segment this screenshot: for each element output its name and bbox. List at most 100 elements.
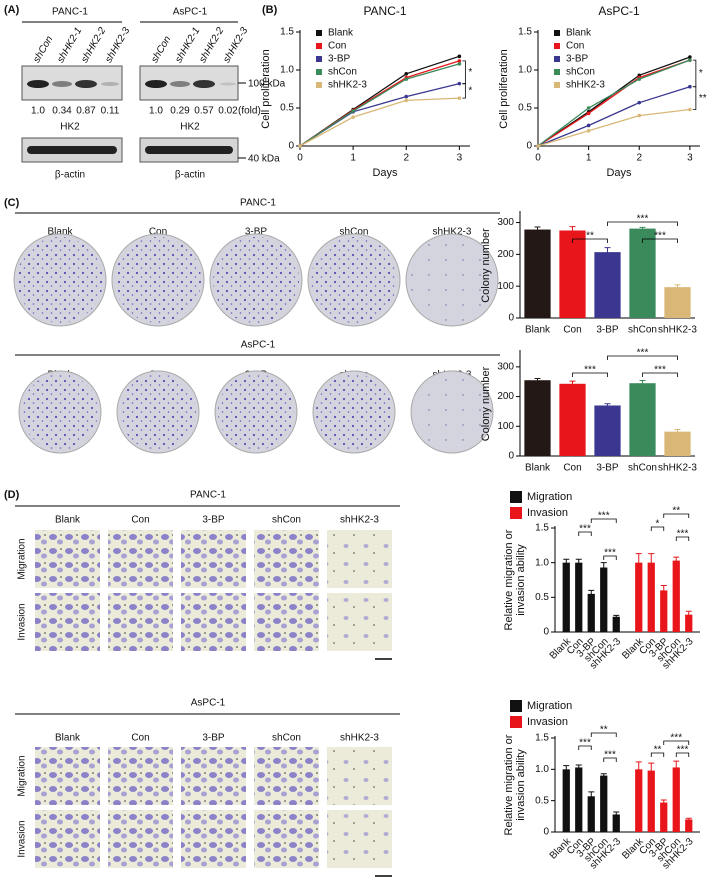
cells: [108, 810, 173, 868]
point: [457, 62, 462, 66]
error-bar: [673, 556, 680, 565]
y-tick-label: 1.0: [535, 764, 549, 775]
significance-bracket: [663, 513, 690, 518]
series-line: [537, 86, 691, 147]
bar: [660, 802, 668, 832]
point: [586, 123, 591, 128]
bar: [635, 769, 643, 832]
point: [457, 81, 462, 86]
series-line: [537, 59, 691, 147]
y-tick-label: 1.5: [280, 27, 294, 38]
x-tick-label: 0: [535, 153, 541, 164]
error-bar: [685, 817, 692, 821]
x-tick-label: 2: [403, 153, 409, 164]
y-tick-label: 0: [508, 313, 514, 324]
point: [457, 96, 462, 100]
control-label: β-actin: [175, 170, 205, 181]
cells: [108, 593, 173, 651]
group-label: 3-BP: [202, 733, 225, 744]
x-tick-label: Con: [563, 463, 581, 474]
significance-bracket: [663, 740, 690, 745]
legend-label: Migration: [527, 491, 572, 503]
y-tick-label: 1.0: [535, 557, 549, 568]
error-bar: [534, 377, 541, 383]
band: [145, 80, 167, 88]
significance-label: ***: [579, 524, 591, 535]
protein-label: HK2: [180, 122, 200, 133]
legend-label: Invasion: [527, 507, 568, 519]
x-tick-label: 1: [350, 153, 356, 164]
group-label: Blank: [55, 733, 81, 744]
point: [404, 77, 409, 81]
legend-swatch: [554, 82, 560, 88]
band: [193, 80, 215, 88]
y-tick-label: 100: [497, 421, 514, 432]
error-bar: [635, 553, 642, 572]
significance-bracket: [603, 555, 617, 560]
y-tick-label: 100: [497, 281, 514, 292]
marker-label: 100 kDa: [248, 79, 286, 90]
significance-bracket: [590, 732, 617, 737]
significance-bracket: [607, 221, 678, 226]
y-tick-label: 0.5: [280, 103, 294, 114]
significance-label: ***: [584, 365, 596, 376]
legend-swatch: [554, 30, 560, 36]
cells: [181, 810, 246, 868]
legend-label: Con: [566, 41, 584, 52]
cells: [327, 530, 392, 588]
error-bar: [613, 614, 620, 619]
cells: [181, 747, 246, 805]
x-tick-label: shCon: [628, 463, 657, 474]
error-bar: [563, 558, 570, 567]
cells: [327, 747, 392, 805]
legend-label: shCon: [328, 67, 357, 78]
significance-label: **: [654, 745, 662, 756]
group-label: Con: [131, 733, 149, 744]
group-label: shCon: [272, 515, 301, 526]
chart-title: AsPC-1: [598, 4, 640, 18]
x-tick-label: shHK2-3: [658, 325, 697, 336]
bar: [575, 562, 583, 632]
x-tick-label: Con: [563, 325, 581, 336]
colonies: [311, 237, 397, 323]
y-axis-label: Cell proliferation: [498, 49, 510, 128]
error-bar: [635, 761, 642, 777]
x-tick-label: shCon: [628, 325, 657, 336]
error-bar: [648, 762, 655, 779]
section-title: PANC-1: [190, 490, 226, 501]
y-axis-label: Cell proliferation: [260, 49, 272, 128]
y-tick-label: 0: [288, 141, 294, 152]
colonies: [17, 237, 103, 323]
bar: [664, 287, 691, 318]
error-bar: [600, 773, 607, 778]
x-tick-label: 3-BP: [596, 463, 619, 474]
bar: [647, 562, 655, 632]
y-tick-label: 0: [508, 451, 514, 462]
legend-label: Blank: [566, 28, 592, 39]
colonies: [120, 374, 196, 450]
significance-bracket: [572, 238, 608, 243]
legend-swatch: [510, 700, 522, 712]
bar: [660, 590, 668, 632]
legend-swatch: [554, 43, 560, 49]
y-axis-label: Colony number: [480, 228, 492, 303]
bar: [612, 814, 620, 832]
group-label: 3-BP: [245, 227, 268, 238]
bar: [635, 562, 643, 632]
colonies: [409, 237, 495, 323]
x-tick-label: 0: [297, 153, 303, 164]
legend-swatch: [510, 716, 522, 728]
group-label: shCon: [340, 227, 369, 238]
y-tick-label: 0.5: [535, 795, 549, 806]
significance-label: ***: [677, 529, 689, 540]
significance-label: *: [468, 86, 472, 97]
bar: [685, 819, 693, 832]
cells: [254, 530, 319, 588]
significance-label: *: [699, 68, 703, 79]
error-bar: [660, 585, 667, 596]
series-line: [537, 108, 690, 147]
y-axis-label: Relative migration or: [503, 529, 515, 630]
bar: [685, 614, 693, 632]
legend-label: Blank: [328, 28, 354, 39]
